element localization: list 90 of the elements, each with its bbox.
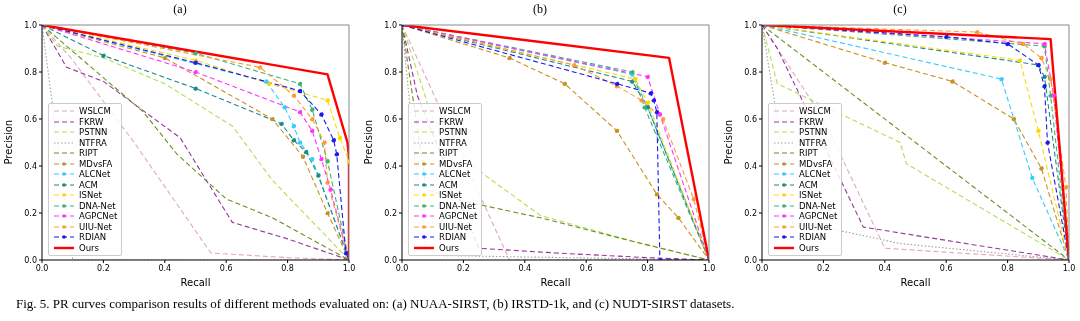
legend-label: AGPCNet: [439, 211, 478, 222]
caption: Fig. 5. PR curves comparison results of different methods evaluated on: (a) NUAA-SIRST, (b) IRSTD-1k, and (c) NUDT-SIRST datasets.: [15, 296, 736, 312]
y-tick-label: 0.2: [384, 208, 397, 218]
legend-label: UIU-Net: [799, 221, 832, 232]
y-tick-label: 0.6: [384, 114, 397, 124]
x-axis-title: Recall: [540, 277, 571, 288]
legend-label: Ours: [799, 242, 820, 253]
legend-label: NTFRA: [439, 137, 467, 148]
legend-label: FKRW: [439, 116, 464, 127]
y-axis-title: Precision: [362, 119, 374, 165]
legend-label: NTFRA: [799, 137, 827, 148]
legend-label: MDvsFA: [799, 158, 833, 169]
y-tick-label: 0.6: [744, 114, 757, 124]
x-axis-title: Recall: [180, 277, 211, 288]
y-tick-label: 0.4: [744, 161, 757, 171]
y-tick-label: 1.0: [24, 20, 37, 30]
y-tick-label: 0.8: [384, 67, 397, 77]
x-tick-label: 0.4: [878, 263, 892, 273]
legend-label: ALCNet: [79, 169, 111, 180]
legend-label: WSLCM: [439, 106, 471, 117]
x-tick-label: 0.4: [518, 263, 532, 273]
x-tick-label: 0.6: [579, 263, 593, 273]
legend-label: UIU-Net: [439, 221, 472, 232]
y-tick-label: 0.4: [384, 161, 397, 171]
chart-title: (a): [172, 2, 188, 18]
y-tick-label: 1.0: [744, 20, 757, 30]
line-series: [42, 25, 349, 260]
line-series: [762, 25, 1069, 260]
y-tick-label: 1.0: [384, 20, 397, 30]
chart-title: (b): [532, 2, 548, 18]
y-tick-label: 0.4: [24, 161, 37, 171]
legend-label: Ours: [79, 242, 100, 253]
x-tick-label: 0.8: [281, 263, 294, 273]
y-tick-label: 0.6: [24, 114, 37, 124]
legend-label: RDIAN: [439, 232, 467, 243]
legend-label: ACM: [79, 179, 98, 190]
legend-label: MDvsFA: [439, 158, 473, 169]
x-tick-label: 0.2: [457, 263, 470, 273]
legend-label: WSLCM: [79, 106, 111, 117]
chart-title: (c): [892, 2, 908, 18]
legend-label: ACM: [799, 179, 818, 190]
legend-label: DNA-Net: [439, 200, 476, 211]
legend-label: RDIAN: [799, 232, 827, 243]
legend-label: FKRW: [79, 116, 104, 127]
x-tick-label: 0.6: [219, 263, 233, 273]
x-axis-title: Recall: [900, 277, 931, 288]
legend-label: PSTNN: [799, 127, 828, 138]
legend-label: ACM: [439, 179, 458, 190]
legend-label: AGPCNet: [799, 211, 838, 222]
legend-label: ISNet: [799, 190, 822, 201]
y-tick-label: 0.2: [24, 208, 37, 218]
x-tick-label: 1.0: [702, 263, 716, 273]
x-tick-label: 0.4: [158, 263, 172, 273]
legend-label: RIPT: [439, 148, 458, 159]
legend-label: PSTNN: [79, 127, 108, 138]
legend-label: ISNet: [79, 190, 102, 201]
x-tick-label: 0.0: [755, 263, 769, 273]
legend-label: NTFRA: [79, 137, 107, 148]
y-tick-label: 0.0: [24, 255, 37, 265]
y-axis-title: Precision: [722, 119, 734, 165]
x-tick-label: 0.0: [35, 263, 49, 273]
y-tick-label: 0.2: [744, 208, 757, 218]
legend-label: DNA-Net: [799, 200, 836, 211]
x-tick-label: 1.0: [342, 263, 356, 273]
x-tick-label: 1.0: [1062, 263, 1076, 273]
y-axis-title: Precision: [2, 119, 14, 165]
legend-label: PSTNN: [439, 127, 468, 138]
legend-label: WSLCM: [799, 106, 831, 117]
y-tick-label: 0.0: [384, 255, 397, 265]
legend-label: RIPT: [79, 148, 98, 159]
y-tick-label: 0.0: [744, 255, 757, 265]
legend-label: ISNet: [439, 190, 462, 201]
x-tick-label: 0.8: [641, 263, 654, 273]
legend-label: AGPCNet: [79, 211, 118, 222]
x-tick-label: 0.0: [395, 263, 409, 273]
y-tick-label: 0.8: [24, 67, 37, 77]
legend-label: UIU-Net: [79, 221, 112, 232]
legend-label: FKRW: [799, 116, 824, 127]
legend-label: Ours: [439, 242, 460, 253]
legend-label: ALCNet: [439, 169, 471, 180]
y-tick-label: 0.8: [744, 67, 757, 77]
x-tick-label: 0.2: [817, 263, 830, 273]
legend-label: RDIAN: [79, 232, 107, 243]
x-tick-label: 0.8: [1001, 263, 1014, 273]
x-tick-label: 0.2: [97, 263, 110, 273]
legend-label: DNA-Net: [79, 200, 116, 211]
legend-label: MDvsFA: [79, 158, 113, 169]
legend-label: RIPT: [799, 148, 818, 159]
legend-label: ALCNet: [799, 169, 831, 180]
x-tick-label: 0.6: [939, 263, 953, 273]
